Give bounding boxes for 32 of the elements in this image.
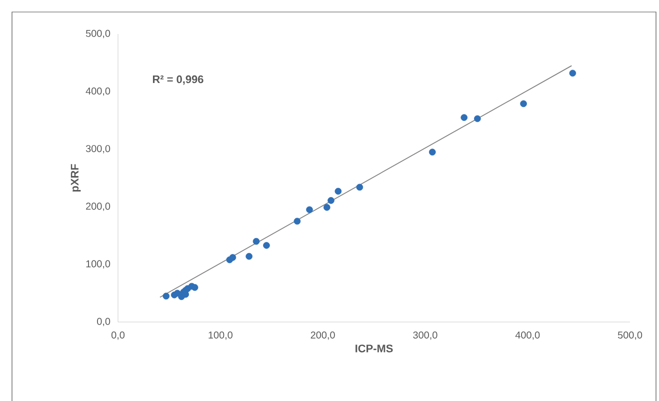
point: [246, 252, 252, 260]
y-tick-label: 400,0: [86, 87, 110, 96]
point: [460, 114, 468, 121]
y-tick-label: 0,0: [97, 318, 110, 326]
x-tick-label: 500,0: [618, 332, 642, 340]
point: [252, 238, 260, 245]
y-tick-label: 500,0: [86, 30, 110, 38]
x-tick-label: 100,0: [208, 332, 232, 340]
x-tick-label: 400,0: [515, 332, 540, 340]
point: [306, 206, 313, 214]
point: [324, 204, 330, 211]
point: [520, 100, 527, 108]
point: [229, 254, 236, 261]
point: [428, 148, 436, 156]
point: [569, 70, 576, 77]
x-tick-label: 300,0: [413, 332, 438, 340]
y-tick-label: 200,0: [86, 202, 110, 211]
y-tick-label: 300,0: [86, 145, 110, 154]
point: [334, 188, 342, 195]
point: [356, 184, 364, 191]
annotation: R² = 0,996: [152, 75, 204, 85]
x-axis-title: ICP-MS: [356, 344, 393, 352]
point: [162, 292, 170, 300]
point: [191, 284, 198, 291]
point: [328, 197, 334, 204]
point: [263, 242, 270, 249]
y-tick-label: 100,0: [86, 260, 110, 269]
point: [294, 218, 301, 225]
x-tick-label: 0,0: [111, 332, 125, 340]
point: [474, 115, 481, 122]
y-axis-title: pXRF: [70, 164, 81, 192]
x-tick-label: 200,0: [310, 332, 335, 340]
